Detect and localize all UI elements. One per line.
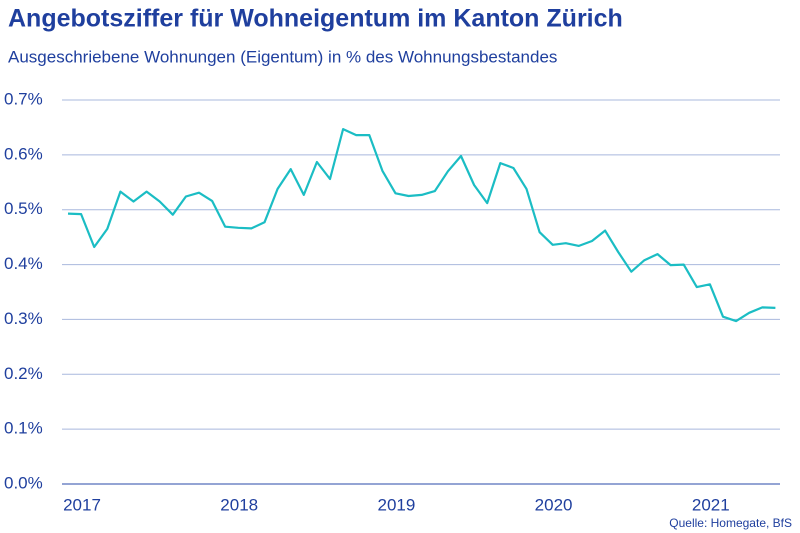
chart-subtitle: Ausgeschriebene Wohnungen (Eigentum) in …: [8, 47, 557, 66]
y-tick-label: 0.1%: [4, 419, 43, 438]
y-tick-label: 0.4%: [4, 254, 43, 273]
y-tick-label: 0.3%: [4, 309, 43, 328]
x-tick-label: 2020: [535, 495, 573, 514]
x-tick-label: 2021: [692, 495, 730, 514]
x-tick-label: 2017: [63, 495, 101, 514]
x-tick-label: 2018: [220, 495, 258, 514]
source-note: Quelle: Homegate, BfS: [669, 516, 792, 530]
data-line: [67, 128, 776, 323]
y-tick-label: 0.6%: [4, 144, 43, 163]
chart-title: Angebotsziffer für Wohneigentum im Kanto…: [8, 5, 623, 33]
y-tick-label: 0.5%: [4, 199, 43, 218]
y-tick-label: 0.0%: [4, 473, 43, 492]
y-tick-label: 0.2%: [4, 364, 43, 383]
x-tick-label: 2019: [377, 495, 415, 514]
y-tick-label: 0.7%: [4, 89, 43, 108]
